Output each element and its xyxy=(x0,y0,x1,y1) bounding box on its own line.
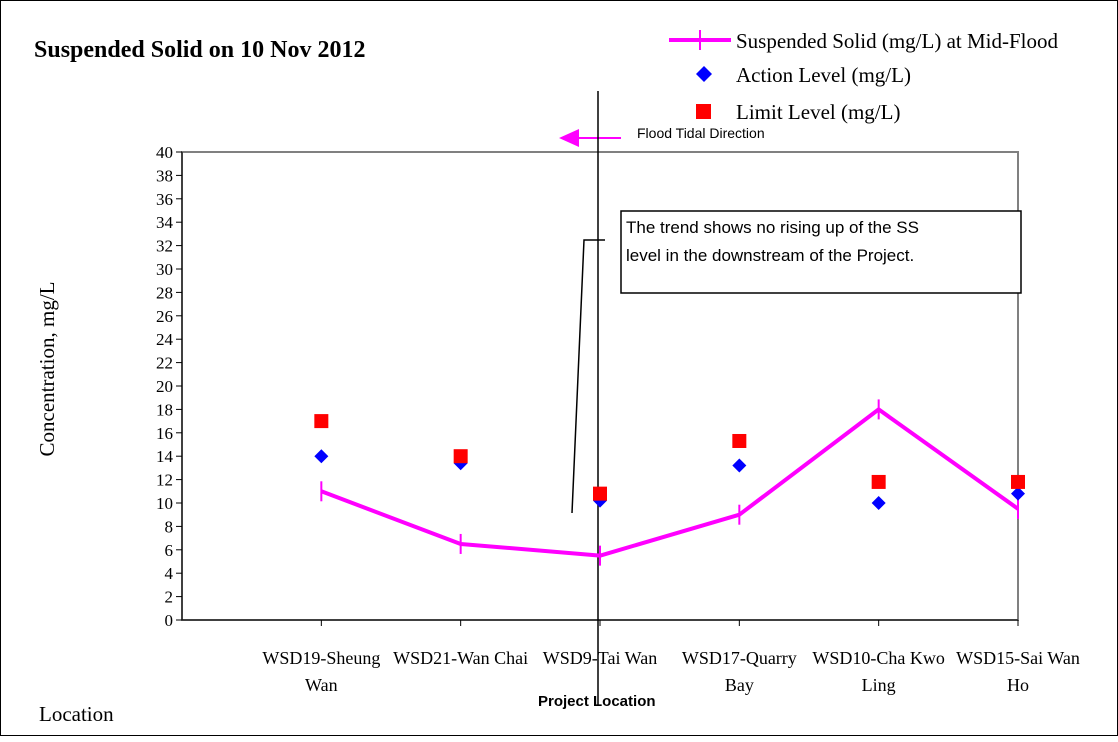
x-tick-label: WSD10-Cha Kwo xyxy=(812,648,945,668)
series-line-ss xyxy=(320,407,1020,558)
data-marks xyxy=(314,399,1025,566)
limit-level-point xyxy=(314,414,329,429)
x-axis-title: Location xyxy=(39,702,114,726)
legend-label-ss: Suspended Solid (mg/L) at Mid-Flood xyxy=(736,29,1058,53)
y-axis-title: Concentration, mg/L xyxy=(35,282,59,457)
y-tick-label: 38 xyxy=(156,166,173,185)
legend-entry-limit: Limit Level (mg/L) xyxy=(696,100,900,124)
y-tick-label: 34 xyxy=(156,213,174,232)
y-tick-label: 4 xyxy=(165,564,174,583)
x-tick-label: Wan xyxy=(305,675,338,695)
x-tick-label: WSD17-Quarry xyxy=(682,648,797,668)
y-tick-label: 6 xyxy=(165,541,174,560)
y-tick-label: 40 xyxy=(156,143,173,162)
y-tick-label: 12 xyxy=(156,471,173,490)
action-level-point xyxy=(1011,486,1025,501)
action-level-point xyxy=(732,458,747,473)
x-ticks: WSD19-Sheung Wan WSD21-Wan Chai WSD9-Tai Wa… xyxy=(262,620,1080,695)
limit-level-point xyxy=(593,486,607,501)
y-tick-label: 2 xyxy=(165,588,174,607)
y-tick-label: 32 xyxy=(156,237,173,256)
y-tick-label: 0 xyxy=(165,611,174,630)
limit-level-point xyxy=(871,474,886,489)
action-level-point xyxy=(871,496,886,510)
y-tick-label: 10 xyxy=(156,494,173,513)
y-tick-label: 26 xyxy=(156,307,173,326)
y-tick-label: 24 xyxy=(156,330,174,349)
x-tick-label: WSD19-Sheung xyxy=(262,648,380,668)
x-tick-label: Ling xyxy=(862,675,896,695)
project-location-marker: Project Location xyxy=(538,91,656,710)
y-tick-label: 22 xyxy=(156,354,173,373)
trend-callout: The trend shows no rising up of the SS l… xyxy=(571,210,1022,514)
legend-label-action: Action Level (mg/L) xyxy=(736,63,911,87)
y-tick-label: 14 xyxy=(156,447,174,466)
y-tick-label: 20 xyxy=(156,377,173,396)
x-tick-label: WSD9-Tai Wan xyxy=(543,648,657,668)
x-tick-label: Ho xyxy=(1007,675,1029,695)
legend-entry-ss: Suspended Solid (mg/L) at Mid-Flood xyxy=(669,29,1058,53)
y-tick-label: 8 xyxy=(165,517,174,536)
y-tick-label: 30 xyxy=(156,260,173,279)
flood-direction-annotation: Flood Tidal Direction xyxy=(559,125,765,147)
callout-line-1: The trend shows no rising up of the SS xyxy=(626,218,919,237)
y-tick-label: 16 xyxy=(156,424,173,443)
limit-level-point xyxy=(732,433,747,448)
limit-level-point xyxy=(1011,474,1025,489)
x-tick-label: WSD21-Wan Chai xyxy=(393,648,528,668)
action-level-point xyxy=(314,449,329,464)
legend-label-limit: Limit Level (mg/L) xyxy=(736,100,900,124)
y-tick-label: 28 xyxy=(156,283,173,302)
flood-direction-label: Flood Tidal Direction xyxy=(637,125,765,141)
callout-line-2: level in the downstream of the Project. xyxy=(626,246,914,265)
x-tick-label: WSD15-Sai Wan xyxy=(956,648,1080,668)
callout-leader xyxy=(571,239,605,514)
flood-arrow-head xyxy=(559,129,579,147)
legend-square-limit xyxy=(696,104,711,119)
limit-level-point xyxy=(453,449,468,464)
legend: Suspended Solid (mg/L) at Mid-Flood Acti… xyxy=(669,29,1058,124)
y-tick-label: 36 xyxy=(156,190,173,209)
y-tick-label: 18 xyxy=(156,400,173,419)
chart-title: Suspended Solid on 10 Nov 2012 xyxy=(34,37,365,63)
project-location-label: Project Location xyxy=(538,693,656,710)
callout-box xyxy=(620,210,1022,294)
x-tick-label: Bay xyxy=(725,675,754,695)
legend-diamond-action xyxy=(696,66,712,82)
legend-entry-action: Action Level (mg/L) xyxy=(696,63,911,87)
